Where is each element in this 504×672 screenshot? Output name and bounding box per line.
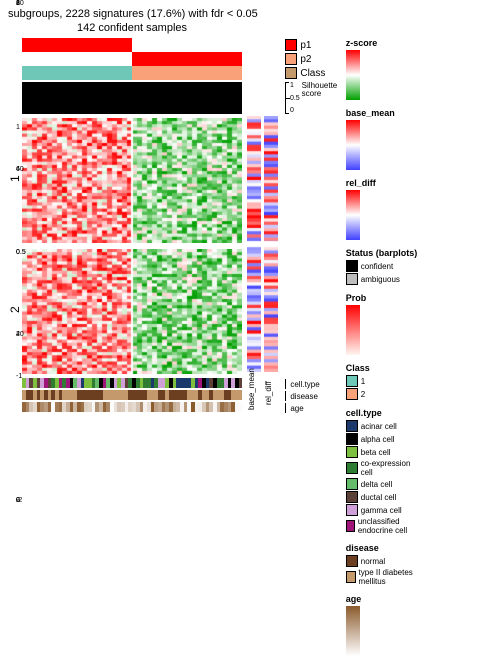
sil-tick: 0 xyxy=(290,107,300,114)
legend-item: delta cell xyxy=(346,478,424,490)
page-title: subgroups, 2228 signatures (17.6%) with … xyxy=(8,8,496,20)
legend-item: alpha cell xyxy=(346,433,424,445)
subtitle: 142 confident samples xyxy=(22,22,242,34)
label-rel-diff: rel_diff xyxy=(264,376,278,410)
legend-title: base_mean xyxy=(346,108,424,118)
col-rel-diff xyxy=(264,116,278,372)
subtitle-wrap: 142 confident samples xyxy=(22,22,242,38)
sidecols: base_mean rel_diff xyxy=(247,38,278,410)
anno-p2 xyxy=(22,52,242,66)
legend-reldiff: rel_diff 10.50 xyxy=(346,178,424,240)
anno-p1 xyxy=(22,38,242,52)
anno-label-class: Class xyxy=(300,68,325,79)
legend-item: 2 xyxy=(346,388,424,400)
sil-label: Silhouette score xyxy=(302,82,339,114)
legend-title: Class xyxy=(346,363,424,373)
legend-title: Prob xyxy=(346,293,424,303)
main-row: 1 2 xyxy=(8,38,496,664)
heatmap-group-1 xyxy=(22,118,242,243)
heatmap-group-2 xyxy=(22,249,242,374)
anno-silhouette xyxy=(22,82,242,114)
legend-item: 1 xyxy=(346,375,424,387)
bottom-label-age: age xyxy=(290,404,303,413)
col-base-mean xyxy=(247,116,261,372)
legend-item: acinar cell xyxy=(346,420,424,432)
legend-class: Class 12 xyxy=(346,363,424,400)
legend-item: beta cell xyxy=(346,446,424,458)
bottom-label-disease: disease xyxy=(290,392,318,401)
track-celltype xyxy=(22,378,242,388)
track-disease xyxy=(22,390,242,400)
anno-label-p1: p1 xyxy=(300,40,311,51)
center-col xyxy=(22,38,242,412)
legend-item: gamma cell xyxy=(346,504,424,516)
legend-item: type II diabetes mellitus xyxy=(346,568,424,586)
legend-disease: disease normaltype II diabetes mellitus xyxy=(346,543,424,586)
legend-title: disease xyxy=(346,543,424,553)
anno-label-p2: p2 xyxy=(300,54,311,65)
legend-title: z-score xyxy=(346,38,424,48)
sil-tick: 0.5 xyxy=(290,95,300,102)
label-base-mean: base_mean xyxy=(247,376,261,410)
legend-title: rel_diff xyxy=(346,178,424,188)
bottom-label-celltype: cell.type xyxy=(290,380,319,389)
legend-title: cell.type xyxy=(346,408,424,418)
legend-item: normal xyxy=(346,555,424,567)
legend-zscore: z-score 210-1-2 xyxy=(346,38,424,100)
legend-item: ductal cell xyxy=(346,491,424,503)
legend-basemean: base_mean 8642 xyxy=(346,108,424,170)
legend-item: confident xyxy=(346,260,424,272)
legend-item: co-expression cell xyxy=(346,459,424,477)
legend-celltype: cell.type acinar cellalpha cellbeta cell… xyxy=(346,408,424,535)
legend-title: age xyxy=(346,594,424,604)
anno-class xyxy=(22,66,242,80)
legend-status: Status (barplots) confidentambiguous xyxy=(346,248,424,285)
legend-title: Status (barplots) xyxy=(346,248,424,258)
legend-item: unclassified endocrine cell xyxy=(346,517,424,535)
track-age xyxy=(22,402,242,412)
anno-label-col: p1 p2 Class 1 0.5 0 Silhouette score cel… xyxy=(285,38,338,414)
legend-prob: Prob 10.50 xyxy=(346,293,424,355)
legend-item: ambiguous xyxy=(346,273,424,285)
legend-panel: z-score 210-1-2 base_mean 8642 rel_diff … xyxy=(346,38,496,664)
legend-age: age 6040200 xyxy=(346,594,424,656)
sil-tick: 1 xyxy=(290,82,300,89)
